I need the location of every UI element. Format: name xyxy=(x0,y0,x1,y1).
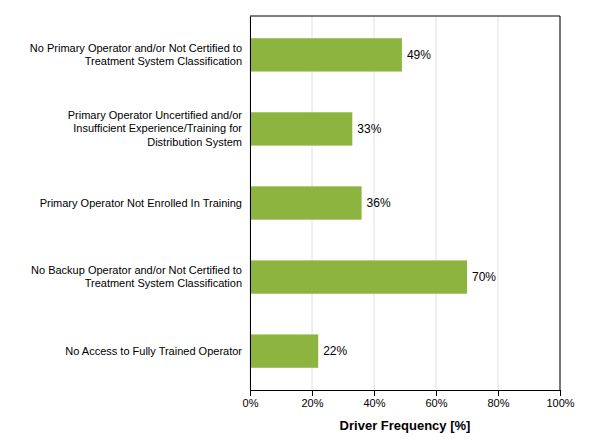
bars xyxy=(250,38,467,368)
x-tick: 40% xyxy=(363,390,385,409)
data-label: 33% xyxy=(357,122,381,136)
y-tick-label: Primary Operator Uncertified and/orInsuf… xyxy=(68,109,243,147)
x-axis-title: Driver Frequency [%] xyxy=(340,418,471,433)
data-labels: 22% 70% 36% 33% 49% xyxy=(323,48,496,358)
plot: 0% 20% 40% 60% 80% 100% No Access to Fully Tra… xyxy=(30,16,575,409)
bar xyxy=(250,260,467,293)
x-tick-mark xyxy=(560,390,561,396)
x-tick: 100% xyxy=(546,390,574,409)
grid-line xyxy=(498,16,499,390)
y-axis: No Access to Fully Trained Operator No Ba… xyxy=(30,17,251,391)
y-tick: No Access to Fully Trained Operator xyxy=(65,345,242,357)
bar xyxy=(250,334,318,367)
data-label: 36% xyxy=(367,196,391,210)
bar xyxy=(250,186,362,219)
data-label: 22% xyxy=(323,344,347,358)
x-axis: 0% 20% 40% 60% 80% 100% xyxy=(243,390,575,409)
y-tick: No Primary Operator and/or Not Certified… xyxy=(30,42,242,67)
x-tick: 60% xyxy=(425,390,447,409)
x-tick: 80% xyxy=(487,390,509,409)
bar xyxy=(250,112,352,145)
y-tick: Primary Operator Uncertified and/orInsuf… xyxy=(68,109,243,147)
y-tick-label: No Backup Operator and/or Not Certified … xyxy=(31,264,242,289)
x-tick-label: 0% xyxy=(243,397,259,409)
y-tick: No Backup Operator and/or Not Certified … xyxy=(31,264,242,289)
x-tick: 0% xyxy=(243,390,259,409)
x-tick-label: 100% xyxy=(546,397,574,409)
x-tick-label: 80% xyxy=(487,397,509,409)
x-tick-label: 60% xyxy=(425,397,447,409)
x-tick-label: 20% xyxy=(301,397,323,409)
y-tick: Primary Operator Not Enrolled In Trainin… xyxy=(40,197,242,209)
x-axis-line xyxy=(251,391,561,397)
y-tick-label: No Primary Operator and/or Not Certified… xyxy=(30,42,242,67)
y-tick-label: No Access to Fully Trained Operator xyxy=(65,345,242,357)
x-tick-mark xyxy=(436,390,437,396)
x-tick-mark xyxy=(374,390,375,396)
grid-line xyxy=(436,16,437,390)
y-axis-line xyxy=(250,17,251,391)
x-tick-label: 40% xyxy=(363,397,385,409)
y-tick-label: Primary Operator Not Enrolled In Trainin… xyxy=(40,197,242,209)
frame xyxy=(560,16,561,390)
data-label: 49% xyxy=(407,48,431,62)
x-tick-mark xyxy=(498,390,499,396)
x-tick-mark xyxy=(250,390,251,396)
bar xyxy=(250,38,402,71)
frame xyxy=(250,16,560,17)
x-tick-mark xyxy=(312,390,313,396)
grid-line xyxy=(560,16,561,390)
x-tick: 20% xyxy=(301,390,323,409)
grid-line xyxy=(250,16,251,390)
data-label: 70% xyxy=(472,270,496,284)
chart: 0% 20% 40% 60% 80% 100% No Access to Fully Tra… xyxy=(0,0,590,442)
grid xyxy=(250,16,560,390)
